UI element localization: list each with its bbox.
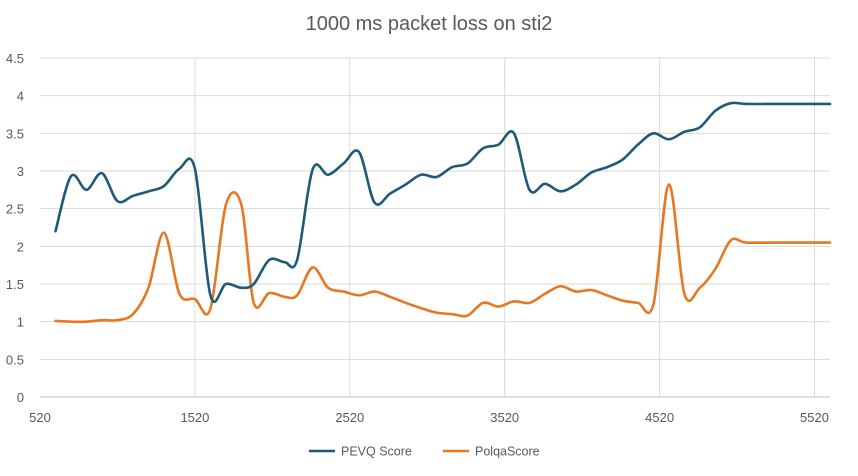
- x-tick-label: 3520: [490, 410, 519, 425]
- y-tick-label: 1.5: [6, 277, 24, 292]
- series-line-pevq-score: [54, 101, 832, 304]
- chart-title: 1000 ms packet loss on sti2: [306, 13, 553, 35]
- grid-lines: [40, 57, 830, 398]
- y-tick-label: 4: [17, 89, 24, 104]
- x-tick-label: 5520: [800, 410, 829, 425]
- series-layer: [54, 101, 832, 324]
- legend-label-polqascore: PolqaScore: [475, 445, 540, 459]
- x-tick-label: 4520: [645, 410, 674, 425]
- legend: PEVQ Score PolqaScore: [309, 445, 540, 459]
- series-line-polqascore: [54, 183, 832, 324]
- x-axis: 520 1520 2520 3520 4520 5520: [29, 410, 829, 425]
- y-tick-label: 0.5: [6, 352, 24, 367]
- y-tick-label: 3: [17, 164, 24, 179]
- x-tick-label: 1520: [180, 410, 209, 425]
- y-axis: 0 0.5 1 1.5 2 2.5 3 3.5 4 4.5: [6, 51, 24, 405]
- y-tick-label: 0: [17, 390, 24, 405]
- y-tick-label: 3.5: [6, 126, 24, 141]
- y-tick-label: 4.5: [6, 51, 24, 66]
- legend-label-pevq-score: PEVQ Score: [341, 445, 412, 459]
- x-tick-label: 2520: [335, 410, 364, 425]
- x-tick-label: 520: [29, 410, 51, 425]
- y-tick-label: 2.5: [6, 202, 24, 217]
- y-tick-label: 1: [17, 315, 24, 330]
- y-tick-label: 2: [17, 239, 24, 254]
